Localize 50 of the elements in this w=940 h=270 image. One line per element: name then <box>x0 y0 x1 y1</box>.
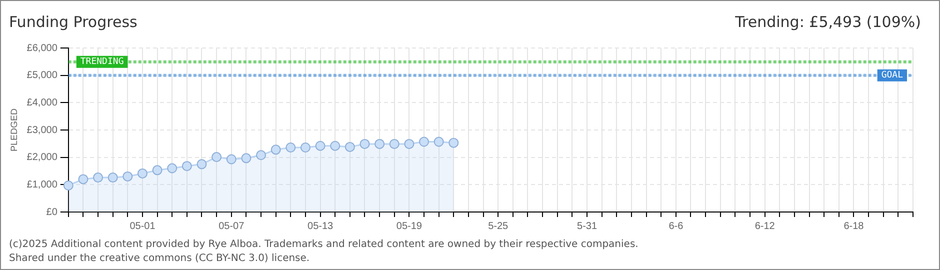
point <box>182 161 192 172</box>
point <box>360 138 370 149</box>
x-tick-label: 05-19 <box>396 220 422 232</box>
x-tick-label: 05-13 <box>308 220 334 232</box>
point <box>108 172 118 183</box>
x-tick-label: 6-6 <box>668 220 684 232</box>
ref-line-label: GOAL <box>881 70 904 81</box>
point <box>315 140 326 151</box>
point <box>448 138 459 148</box>
y-tick-label: £2,000 <box>26 152 58 164</box>
x-tick-label: 6-18 <box>844 220 864 232</box>
point <box>374 138 385 149</box>
point <box>167 163 178 174</box>
point <box>78 174 88 184</box>
point <box>256 150 266 160</box>
y-tick-label: £4,000 <box>26 97 58 108</box>
y-axis-title: PLEDGED <box>8 108 19 152</box>
point <box>286 142 296 152</box>
x-tick-label: 5-31 <box>577 220 598 232</box>
text: Trending: £5,493 (109%) <box>735 13 921 31</box>
x-tick-label: 5-25 <box>488 220 509 232</box>
text: (c)2025 Additional content provided by Rye Alboa. Trademarks and related content are owned by their respective companies. <box>9 239 638 250</box>
point <box>241 153 252 164</box>
text: Shared under the creative commons (CC BY-NC 3.0) license. <box>9 253 310 264</box>
y-tick-label: £0 <box>46 206 58 218</box>
y-tick-label: £5,000 <box>26 70 58 82</box>
point <box>152 165 162 176</box>
point <box>344 142 355 152</box>
x-tick-label: 6-12 <box>754 220 776 232</box>
y-tick-label: £6,000 <box>26 42 58 54</box>
x-tick-label: 05-07 <box>218 220 245 232</box>
point <box>196 159 207 170</box>
y-tick-label: £1,000 <box>26 179 58 190</box>
point <box>226 154 236 164</box>
point <box>122 171 133 182</box>
point <box>300 142 310 152</box>
point <box>270 144 281 155</box>
x-tick-label: 05-01 <box>130 220 156 232</box>
point <box>434 136 444 147</box>
ref-line-label: TRENDING <box>80 57 124 68</box>
point <box>93 172 104 183</box>
chart-title: Funding Progress <box>9 13 138 31</box>
y-tick-label: £3,000 <box>26 124 58 136</box>
point <box>419 136 430 147</box>
point <box>330 140 340 151</box>
point <box>63 180 74 190</box>
point <box>404 138 414 149</box>
point <box>212 152 222 162</box>
point <box>137 168 148 178</box>
point <box>389 138 400 149</box>
